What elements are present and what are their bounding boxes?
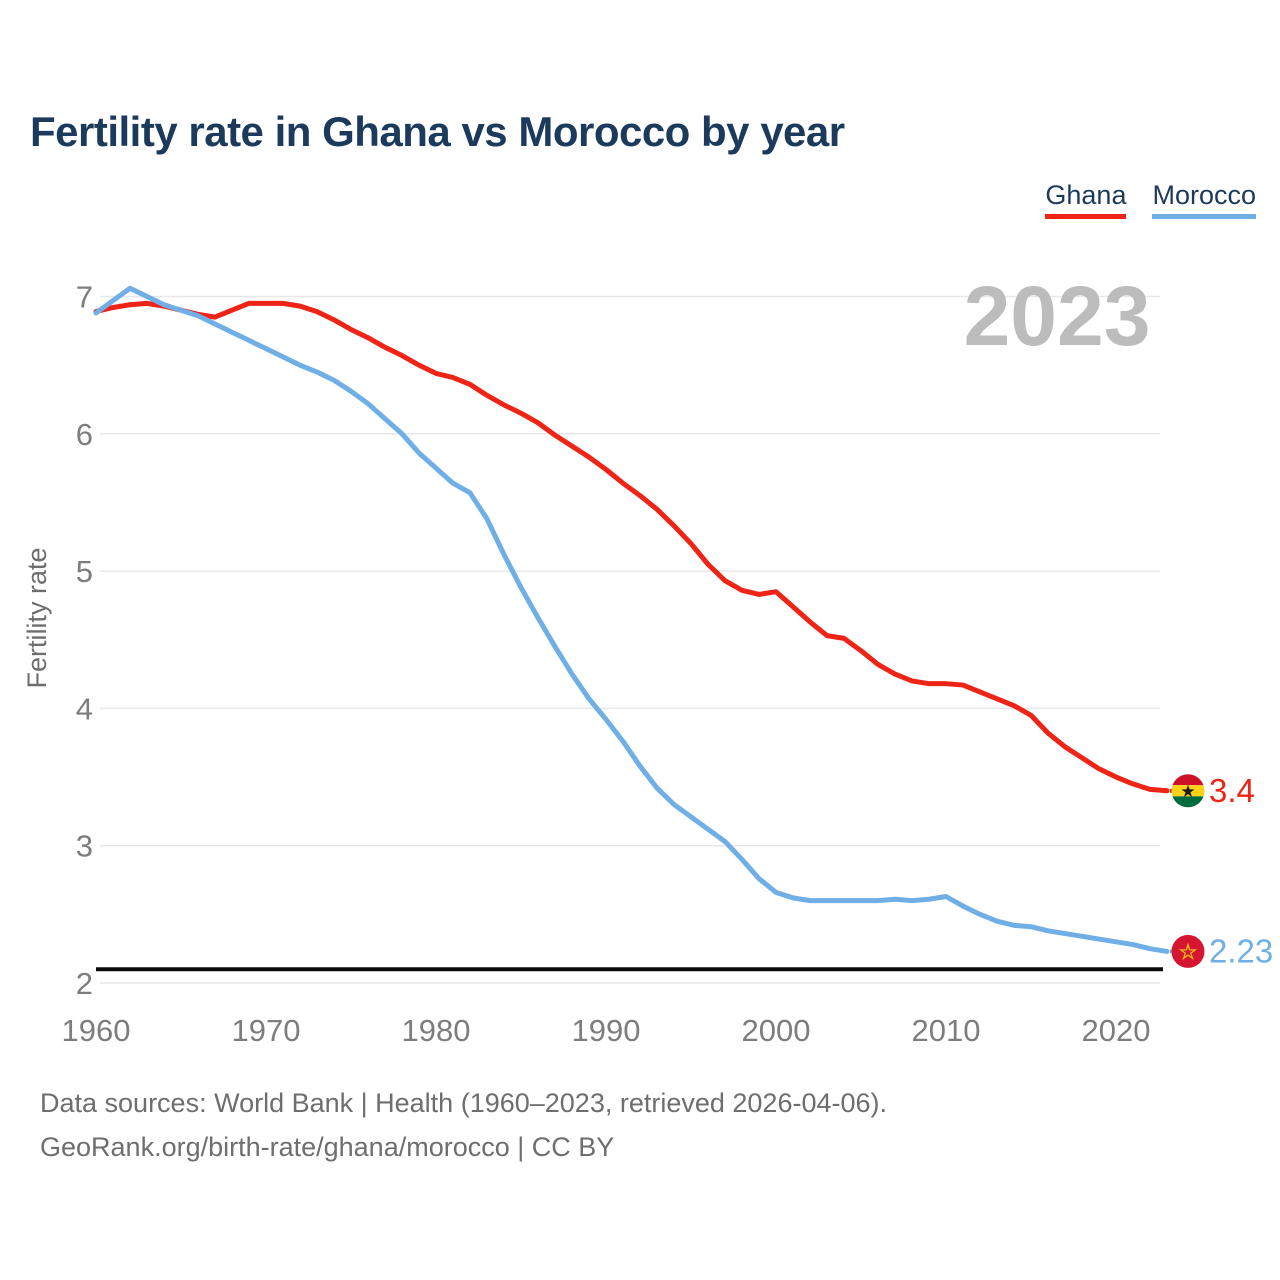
y-axis-title: Fertility rate: [22, 547, 52, 688]
legend-label-ghana: Ghana: [1045, 180, 1127, 210]
end-value-label: 3.4: [1209, 772, 1255, 809]
series-end-labels: ★ 3.4 ☆ 2.23: [1170, 772, 1273, 969]
data-series: [93, 285, 1170, 954]
legend-item-morocco[interactable]: Morocco: [1152, 180, 1256, 219]
y-tick-label: 2: [76, 966, 93, 1001]
y-tick-label: 7: [76, 280, 93, 315]
page-title: Fertility rate in Ghana vs Morocco by ye…: [30, 108, 845, 155]
morocco-line[interactable]: [93, 285, 1170, 954]
y-tick-label: 6: [76, 417, 93, 452]
svg-text:☆: ☆: [1179, 941, 1198, 964]
x-tick-label: 2000: [742, 1013, 811, 1048]
legend-label-morocco: Morocco: [1152, 180, 1256, 210]
end-value-label: 2.23: [1209, 932, 1273, 969]
x-tick-label: 1990: [572, 1013, 641, 1048]
x-axis-tick-labels: 1960 1970 1980 1990 2000 2010 2020: [62, 1013, 1151, 1048]
y-tick-label: 5: [76, 554, 93, 589]
morocco-flag-icon: ☆: [1171, 934, 1205, 968]
y-axis-tick-labels: 2 3 4 5 6 7: [76, 280, 93, 1002]
x-tick-label: 1980: [402, 1013, 471, 1048]
attribution-line: GeoRank.org/birth-rate/ghana/morocco | C…: [40, 1132, 615, 1162]
x-tick-label: 1970: [232, 1013, 301, 1048]
data-source-line: Data sources: World Bank | Health (1960–…: [40, 1088, 887, 1118]
legend: Ghana Morocco: [1045, 180, 1256, 219]
ghana-line[interactable]: [93, 300, 1170, 794]
footer: Data sources: World Bank | Health (1960–…: [40, 1081, 887, 1169]
x-tick-label: 1960: [62, 1013, 131, 1048]
x-tick-label: 2020: [1082, 1013, 1151, 1048]
y-tick-label: 4: [76, 691, 93, 726]
legend-item-ghana[interactable]: Ghana: [1045, 180, 1127, 219]
ghana-flag-icon: ★: [1171, 774, 1205, 808]
svg-text:★: ★: [1180, 782, 1195, 801]
year-watermark: 2023: [964, 269, 1151, 363]
gridlines: [100, 295, 1160, 984]
x-tick-label: 2010: [912, 1013, 981, 1048]
y-tick-label: 3: [76, 829, 93, 864]
